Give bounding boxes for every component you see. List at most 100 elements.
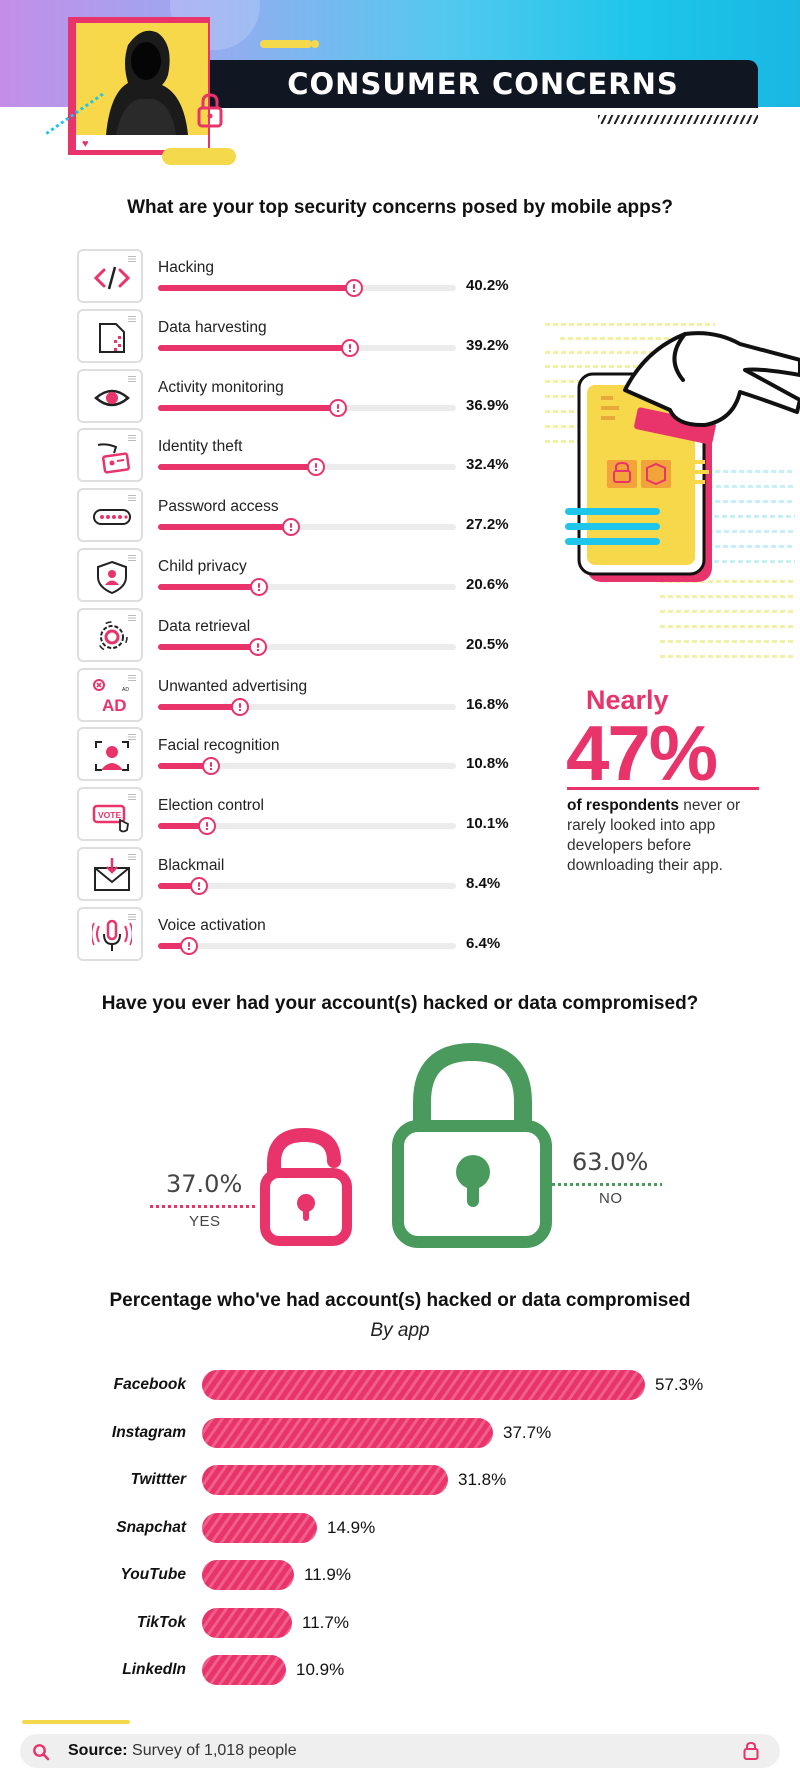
concern-icon-card <box>77 607 143 662</box>
concern-bar-fill <box>158 763 211 770</box>
concern-item: Blackmail 8.4% <box>77 847 517 907</box>
concerns-question: What are your top security concerns pose… <box>127 197 673 218</box>
open-lock-icon <box>260 1127 352 1246</box>
no-value: 63.0% <box>572 1148 649 1176</box>
concern-item: Data harvesting 39.2% <box>77 308 517 369</box>
concern-icon-card <box>77 847 143 901</box>
svg-text:AD: AD <box>122 687 129 693</box>
concern-icon-card <box>77 308 143 363</box>
concern-item: VOTE Election control 10.1% <box>77 787 517 847</box>
vote-icon: VOTE <box>92 804 129 833</box>
photo-decor-pill <box>162 148 236 165</box>
concern-bar-knob <box>180 936 198 955</box>
no-label: NO <box>599 1190 623 1207</box>
concern-item: Hacking 40.2% <box>77 249 517 309</box>
concern-bar-knob <box>282 518 300 537</box>
concern-bar-fill <box>158 285 354 291</box>
concern-item: Facial recognition 10.8% <box>77 727 517 787</box>
concern-value: 6.4% <box>466 934 501 952</box>
concern-bar-fill <box>158 404 338 411</box>
hooded-hacker-image <box>76 23 208 135</box>
concern-bar-track <box>158 697 456 716</box>
concern-label: Blackmail <box>158 857 225 874</box>
concern-icon-card <box>77 428 143 483</box>
concern-label: Data harvesting <box>158 318 267 336</box>
concern-icon-card <box>77 368 143 423</box>
eye-icon <box>94 389 130 406</box>
app-value: 14.9% <box>327 1517 376 1537</box>
concern-bar-fill <box>158 883 199 889</box>
concern-bar-fill <box>158 823 207 830</box>
gear-icon <box>96 621 128 653</box>
app-value: 11.7% <box>302 1612 349 1632</box>
concern-bar-knob <box>198 817 216 836</box>
source-detail: Survey of 1,018 people <box>127 1742 297 1759</box>
app-row: LinkedIn 10.9% <box>0 1655 800 1687</box>
concern-value: 40.2% <box>466 277 509 294</box>
app-bar <box>202 1465 448 1495</box>
by-app-title: Percentage who've had account(s) hacked … <box>109 1290 691 1311</box>
envelope-icon <box>94 858 130 891</box>
hacked-question: Have you ever had your account(s) hacked… <box>101 993 699 1014</box>
concern-icon-card: AD AD <box>77 667 143 722</box>
concern-bar-fill <box>158 584 259 590</box>
id-card-hand-icon <box>97 443 130 474</box>
concern-item: AD AD Unwanted advertising 16.8% <box>77 667 517 728</box>
svg-text:AD: AD <box>102 696 127 715</box>
concern-icon-card: VOTE <box>77 787 143 842</box>
app-bar <box>202 1417 493 1448</box>
stat-description-bold: of respondents <box>567 797 679 814</box>
app-value: 31.8% <box>458 1470 507 1489</box>
code-icon <box>93 266 131 290</box>
concern-icon-card <box>77 488 143 543</box>
concern-bar-knob <box>329 398 347 417</box>
by-app-subtitle: By app <box>370 1320 430 1341</box>
concern-item: Identity theft 32.4% <box>77 428 517 488</box>
no-leader-line <box>552 1183 662 1186</box>
concern-bar-track <box>158 637 456 656</box>
concern-bar-knob <box>231 697 249 716</box>
concern-value: 32.4% <box>466 456 509 474</box>
app-bar <box>202 1607 292 1638</box>
source-label: Source: <box>68 1742 128 1759</box>
concern-label: Data retrieval <box>158 617 251 635</box>
concern-value: 8.4% <box>466 875 501 892</box>
stat-nearly: Nearly <box>586 685 669 715</box>
yes-value: 37.0% <box>166 1170 243 1198</box>
app-value: 57.3% <box>655 1375 704 1394</box>
document-data-icon <box>99 322 125 353</box>
heart-icon: ♥ <box>82 138 89 150</box>
concern-bar-knob <box>202 757 220 776</box>
stat-big-percent: 47% <box>566 709 718 797</box>
title-bar: CONSUMER CONCERNS <box>208 60 758 108</box>
concern-bar-fill <box>158 703 240 710</box>
concern-label: Voice activation <box>158 916 266 934</box>
concern-bar-track <box>158 817 456 836</box>
concern-bar-track <box>158 338 456 357</box>
concern-icon-card <box>77 906 143 961</box>
app-bar <box>202 1560 294 1590</box>
concern-bar-track <box>158 458 456 477</box>
app-name: LinkedIn <box>122 1661 186 1678</box>
concern-label: Facial recognition <box>158 737 280 755</box>
app-name: Instagram <box>111 1423 186 1441</box>
child-shield-icon <box>97 560 127 595</box>
app-name: Facebook <box>113 1376 186 1393</box>
concern-label: Child privacy <box>158 558 247 575</box>
svg-text:VOTE: VOTE <box>98 810 121 820</box>
closed-lock-icon <box>392 1042 552 1248</box>
app-row: Facebook 57.3% <box>0 1370 800 1402</box>
app-bar <box>202 1370 645 1400</box>
app-row: TikTok 11.7% <box>0 1607 800 1640</box>
concern-label: Election control <box>158 797 264 815</box>
concern-bar-fill <box>158 942 189 949</box>
concern-value: 36.9% <box>466 396 509 414</box>
app-row: Instagram 37.7% <box>0 1417 800 1450</box>
concern-item: Activity monitoring 36.9% <box>77 368 517 429</box>
source-text: Source: Survey of 1,018 people <box>68 1742 297 1760</box>
app-name: Twittter <box>130 1471 186 1488</box>
concern-value: 10.8% <box>466 755 509 773</box>
concern-bar-track <box>158 757 456 776</box>
concern-item: Child privacy 20.6% <box>77 548 517 608</box>
page-title: CONSUMER CONCERNS <box>287 67 679 101</box>
